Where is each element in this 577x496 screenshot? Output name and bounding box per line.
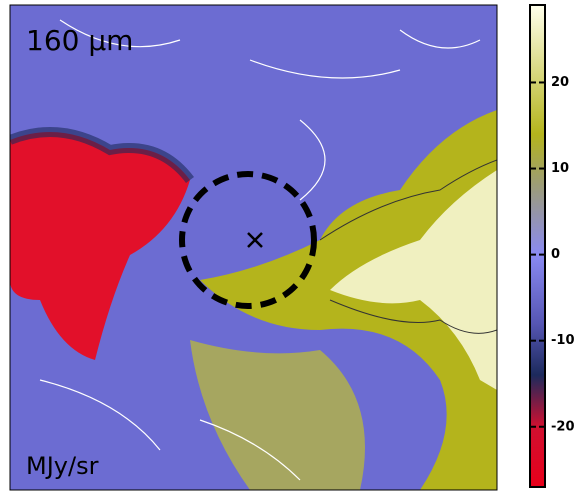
title: 160 μm — [26, 24, 133, 57]
colorbar — [529, 4, 546, 488]
colorbar-tick-label: -20 — [551, 419, 575, 434]
unit-label: MJy/sr — [26, 452, 99, 480]
colorbar-tick-label: 0 — [551, 247, 560, 262]
map-image — [10, 5, 497, 490]
colorbar-tick-label: 20 — [551, 75, 569, 90]
colorbar-tick-label: 10 — [551, 161, 569, 176]
colorbar-tick-label: -10 — [551, 333, 575, 348]
